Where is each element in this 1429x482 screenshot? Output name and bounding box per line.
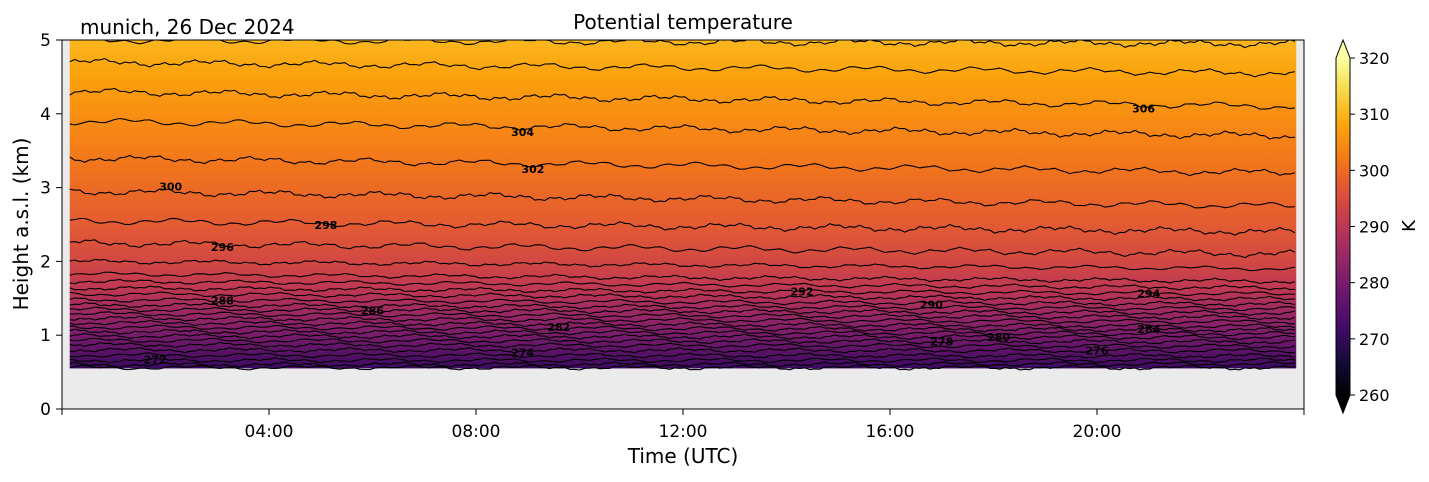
- isentrope-285: [69, 302, 1295, 312]
- isentrope-294: [69, 239, 1296, 259]
- y-tick-label: 1: [40, 326, 51, 346]
- contour-label-294: 294: [1137, 288, 1160, 301]
- isentrope-304: [69, 87, 1295, 110]
- contour-label-284: 284: [1137, 323, 1160, 336]
- colorbar-tick-label: 280: [1359, 274, 1390, 293]
- x-tick-label: 16:00: [866, 422, 915, 442]
- isentrope-287: [69, 291, 1295, 302]
- isentrope-278: [69, 332, 1295, 341]
- isentrope-lines: [69, 40, 1296, 371]
- colorbar-label: K: [1399, 219, 1420, 232]
- isentrope-271: [69, 364, 1295, 371]
- colorbar-extend-min: [1336, 395, 1350, 413]
- isentrope-286: [69, 297, 1295, 307]
- isentrope-290: [69, 271, 1295, 285]
- isentrope-274: [69, 352, 1296, 359]
- colorbar-body: [1336, 58, 1350, 395]
- colorbar: 260 270 280 290 300 310 320: [1335, 38, 1390, 415]
- y-axis: 0 1 2 3 4 5: [40, 31, 62, 420]
- colorbar-tick-label: 260: [1359, 386, 1390, 405]
- theta-field: [69, 40, 1297, 369]
- y-tick-label: 4: [40, 105, 51, 125]
- x-tick-label: 04:00: [245, 422, 294, 442]
- colorbar-extend-max: [1336, 40, 1350, 58]
- contour-label-286: 286: [361, 305, 384, 318]
- isentrope-280: [69, 324, 1295, 333]
- contour-label-282: 282: [547, 321, 570, 334]
- isentrope-288: [69, 285, 1295, 296]
- x-tick-label: 08:00: [452, 422, 501, 442]
- contour-label-276: 276: [1086, 344, 1109, 357]
- isentrope-283: [69, 311, 1296, 321]
- contour-label-288: 288: [211, 294, 234, 307]
- contour-label-278: 278: [930, 336, 953, 349]
- isentrope-279: [69, 328, 1295, 337]
- isentrope-300: [69, 154, 1295, 177]
- chart-title: Potential temperature: [573, 10, 793, 34]
- x-axis-label: Time (UTC): [627, 444, 739, 468]
- location-date-label: munich, 26 Dec 2024: [80, 15, 295, 39]
- colorbar-tick-label: 310: [1359, 105, 1390, 124]
- x-axis: 04:00 08:00 12:00 16:00 20:00: [61, 409, 1305, 442]
- colorbar-tick-label: 290: [1359, 218, 1390, 237]
- y-tick-label: 2: [40, 252, 51, 272]
- y-tick-label: 0: [40, 400, 51, 420]
- isentrope-306: [69, 57, 1295, 78]
- contour-labels: 272 274 276 278 280 282 284 286 288 290 292 294 296 2…: [144, 102, 1161, 366]
- contour-label-274: 274: [511, 347, 534, 360]
- y-tick-label: 5: [40, 31, 51, 51]
- colorbar-tick-label: 270: [1359, 330, 1390, 349]
- contour-label-292: 292: [791, 285, 814, 298]
- x-tick-label: 20:00: [1073, 422, 1122, 442]
- isentrope-308: [79, 40, 1295, 49]
- contour-label-300: 300: [159, 181, 182, 194]
- isentrope-272: [69, 361, 1295, 368]
- colorbar-tick-label: 320: [1359, 49, 1390, 68]
- isentrope-277: [69, 337, 1295, 345]
- isentrope-275: [69, 346, 1295, 354]
- isentrope-284: [69, 306, 1295, 316]
- isentrope-289: [69, 278, 1295, 291]
- theta-field-fill: [69, 40, 1297, 369]
- contour-label-290: 290: [920, 299, 943, 312]
- contour-label-302: 302: [521, 163, 544, 176]
- contour-label-304: 304: [511, 126, 534, 139]
- contour-label-280: 280: [987, 331, 1010, 344]
- isentrope-282: [69, 315, 1295, 325]
- colorbar-tick-label: 300: [1359, 161, 1390, 180]
- x-tick-label: 12:00: [659, 422, 708, 442]
- isentrope-273: [69, 357, 1295, 364]
- isentrope-276: [69, 341, 1295, 349]
- isentrope-296: [69, 217, 1296, 236]
- contour-label-306: 306: [1132, 102, 1155, 115]
- isentrope-292: [69, 258, 1295, 272]
- contour-label-296: 296: [211, 241, 234, 254]
- contour-label-272: 272: [144, 353, 167, 366]
- isentrope-281: [69, 319, 1295, 329]
- y-axis-label: Height a.s.l. (km): [9, 138, 33, 311]
- isentrope-298: [69, 188, 1295, 209]
- isentrope-302: [69, 117, 1295, 140]
- y-tick-label: 3: [40, 179, 51, 199]
- contour-label-298: 298: [314, 219, 337, 232]
